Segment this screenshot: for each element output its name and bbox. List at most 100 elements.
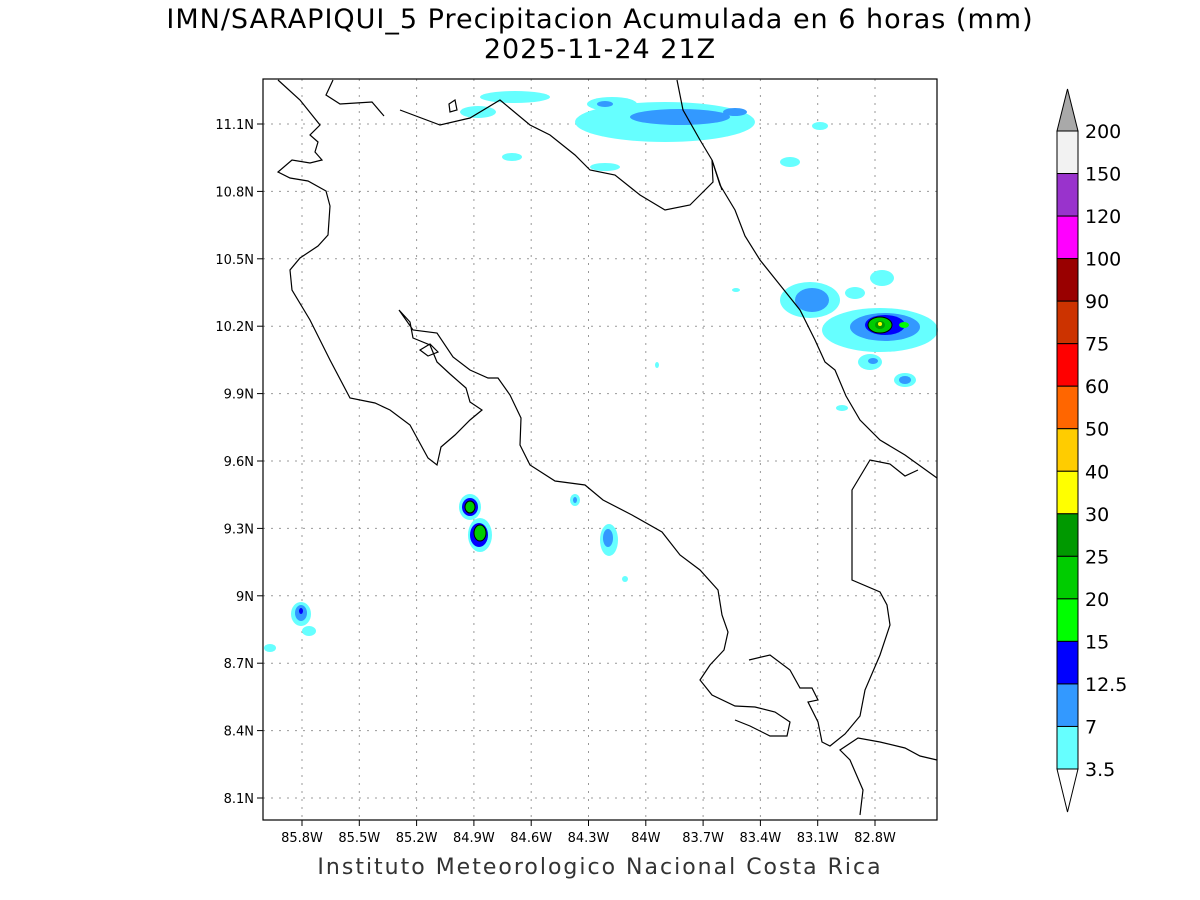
colorbar-label: 200 [1085,121,1121,143]
colorbar-label: 90 [1085,291,1109,313]
precip-area [573,497,577,503]
precip-area [590,163,620,171]
precip-area [795,288,829,312]
colorbar-legend: 200 150 120 100 90 75 60 50 40 30 25 20 15 12.5 7 3.5 [1056,88,1127,813]
colorbar-label: 7 [1085,716,1097,738]
precip-area [723,108,747,116]
precip-area [870,270,894,286]
precip-area [878,322,882,326]
precip-area [868,358,878,364]
colorbar-swatch [1056,173,1079,217]
footer-credit: Instituto Meteorologico Nacional Costa R… [317,855,883,880]
colorbar-swatch [1056,513,1079,557]
lat-tick-label: 8.4N [224,725,254,740]
precip-area [845,287,865,299]
lat-tick-label: 10.8N [215,185,254,200]
nicaragua-lakeshore [325,79,385,117]
map-frame [262,78,938,821]
colorbar-label: 20 [1085,589,1109,611]
precip-area [502,153,522,161]
colorbar-label: 50 [1085,419,1109,441]
graticule [263,79,937,820]
colorbar-label: 100 [1085,249,1121,271]
coastlines-borders [276,79,938,816]
colorbar-swatch [1056,130,1079,175]
colorbar-swatch [1056,300,1079,345]
precip-area [480,91,550,103]
golfo-dulce-coastline [748,459,919,747]
colorbar-swatch [1056,470,1079,515]
chart-title: IMN/SARAPIQUI_5 Precipitacion Acumulada … [166,4,1034,35]
precip-area [899,322,909,328]
lat-tick-label: 9N [236,590,254,605]
precip-area [622,576,628,582]
precip-area [464,500,476,514]
precip-area [732,288,740,292]
precip-area [780,157,800,167]
colorbar-swatch [1056,215,1079,260]
colorbar-label: 120 [1085,206,1121,228]
precip-area [812,122,828,130]
lon-tick-label: 84W [631,831,661,846]
lon-tick-label: 83.7W [682,831,724,846]
lon-tick-label: 84.3W [568,831,610,846]
lat-tick-label: 11.1N [215,118,254,133]
lon-tick-label: 84.9W [453,831,495,846]
precip-area [597,101,613,107]
lat-tick-label: 9.9N [224,388,254,403]
lat-tick-label: 9.6N [224,455,254,470]
colorbar-swatch [1056,258,1079,302]
colorbar-label: 60 [1085,376,1109,398]
colorbar-swatch [1056,598,1079,642]
precip-area [302,626,316,636]
colorbar-label: 30 [1085,504,1109,526]
colorbar-label: 15 [1085,631,1109,653]
colorbar-swatch [1056,385,1079,430]
precip-area [473,524,487,542]
caribbean-coast-north [676,79,713,161]
precipitation-contours [264,91,938,652]
lon-tick-label: 85.8W [281,831,323,846]
colorbar-swatch [1056,555,1079,600]
colorbar-swatch [1056,640,1079,685]
caribbean-coastline [711,159,938,479]
colorbar-label: 75 [1085,334,1109,356]
lat-tick-label: 8.7N [224,657,254,672]
lon-tick-label: 85.5W [338,831,380,846]
colorbar-under-triangle [1056,768,1079,813]
burica-coastline [839,737,938,816]
lat-tick-label: 10.2N [215,320,254,335]
precip-area [655,362,659,368]
lon-tick-label: 85.2W [396,831,438,846]
lon-tick-label: 83.4W [739,831,781,846]
colorbar-over-triangle [1056,88,1079,132]
lon-tick-label: 84.6W [510,831,552,846]
chart-subtitle-datetime: 2025-11-24 21Z [483,34,717,65]
precip-area [460,106,496,118]
lat-tick-label: 9.3N [224,522,254,537]
colorbar-label: 40 [1085,461,1109,483]
colorbar-swatch [1056,343,1079,387]
precip-area [630,109,730,125]
lat-tick-label: 8.1N [224,792,254,807]
precip-area [264,644,276,652]
lat-tick-label: 10.5N [215,253,254,268]
lon-tick-label: 82.8W [854,831,896,846]
colorbar-swatch [1056,725,1079,770]
colorbar-label: 25 [1085,546,1109,568]
colorbar-label: 150 [1085,164,1121,186]
pacific-coastline [276,79,791,737]
colorbar-label: 12.5 [1085,674,1127,696]
precip-area [836,405,848,411]
axis-tick-labels: 85.8W 85.5W 85.2W 84.9W 84.6W 84.3W 84W 83.7W 83… [215,118,896,846]
lon-tick-label: 83.1W [797,831,839,846]
island [418,343,440,357]
colorbar-label: 3.5 [1085,759,1115,781]
precip-area [603,529,613,547]
island [448,99,458,113]
precip-area [899,376,911,384]
colorbar-swatch [1056,428,1079,472]
colorbar-swatch [1056,683,1079,727]
precip-area [299,608,303,614]
